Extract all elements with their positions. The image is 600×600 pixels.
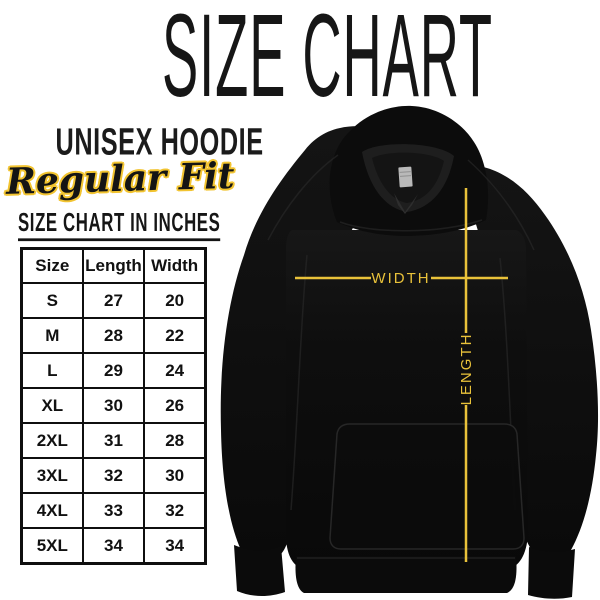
table-cell: 20 — [143, 282, 207, 319]
hoodie-left-cuff — [234, 545, 285, 597]
table-row: XL 30 26 — [20, 387, 207, 424]
page-title: SIZE CHART — [162, 0, 493, 122]
table-cell: 27 — [81, 282, 146, 319]
table-header-row: Size Length Width — [20, 247, 207, 284]
fit-label: Regular Fit — [5, 154, 236, 203]
table-cell: 28 — [81, 317, 146, 354]
table-row: 3XL 32 30 — [20, 457, 207, 494]
table-cell: 24 — [143, 352, 207, 389]
table-cell: 4XL — [20, 492, 84, 529]
table-cell: M — [20, 317, 84, 354]
table-caption-wrap: SIZE CHART IN INCHES — [18, 208, 355, 244]
table-row: S 27 20 — [20, 282, 207, 319]
table-cell: 34 — [81, 527, 146, 565]
length-label: LENGTH — [458, 333, 475, 406]
table-row: L 29 24 — [20, 352, 207, 389]
size-table: Size Length Width S 27 20 M 28 22 L 29 24 XL 30 26 2… — [20, 247, 207, 565]
table-cell: 28 — [143, 422, 207, 459]
size-table-header: Size Length Width — [20, 247, 207, 284]
table-cell: 3XL — [20, 457, 84, 494]
table-cell: 32 — [81, 457, 146, 494]
table-cell: 30 — [143, 457, 207, 494]
col-header-size: Size — [20, 247, 84, 284]
table-cell: XL — [20, 387, 84, 424]
table-cell: 5XL — [20, 527, 84, 565]
neck-label — [398, 166, 413, 188]
size-table-body: S 27 20 M 28 22 L 29 24 XL 30 26 2XL 31 28 3XL 32 30 4XL 33… — [20, 282, 207, 565]
table-cell: 30 — [81, 387, 146, 424]
table-cell: S — [20, 282, 84, 319]
width-label: WIDTH — [371, 270, 430, 287]
table-row: M 28 22 — [20, 317, 207, 354]
col-header-width: Width — [143, 247, 207, 284]
hoodie-hem-band — [295, 556, 517, 593]
table-cell: 22 — [143, 317, 207, 354]
table-cell: 33 — [81, 492, 146, 529]
kangaroo-pocket — [329, 423, 525, 550]
col-header-length: Length — [81, 247, 146, 284]
table-row: 5XL 34 34 — [20, 527, 207, 565]
table-cell: 29 — [81, 352, 146, 389]
table-cell: L — [20, 352, 84, 389]
table-cell: 2XL — [20, 422, 84, 459]
table-row: 2XL 31 28 — [20, 422, 207, 459]
neck-label-text-lines — [399, 171, 411, 177]
table-cell: 32 — [143, 492, 207, 529]
hoodie-right-cuff — [528, 547, 575, 599]
table-row: 4XL 33 32 — [20, 492, 207, 529]
table-cell: 34 — [143, 527, 207, 565]
table-caption: SIZE CHART IN INCHES — [18, 208, 221, 242]
measurement-lines — [295, 188, 508, 562]
collar-fold — [394, 193, 418, 214]
table-cell: 26 — [143, 387, 207, 424]
table-cell: 31 — [81, 422, 146, 459]
